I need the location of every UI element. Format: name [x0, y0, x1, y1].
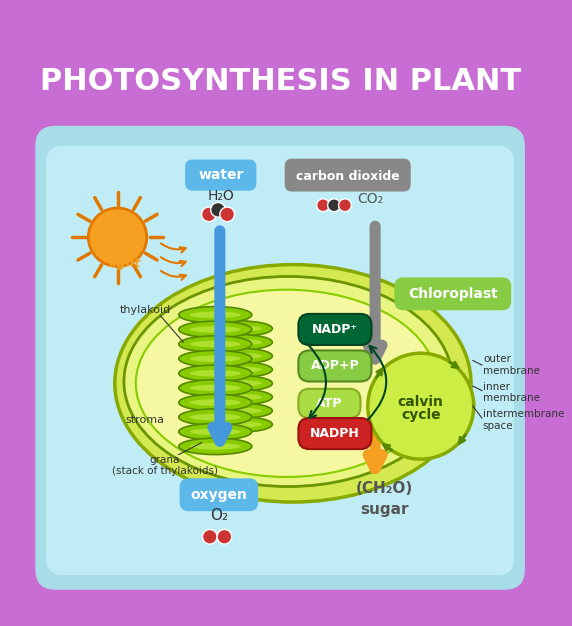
FancyBboxPatch shape	[299, 389, 360, 418]
Ellipse shape	[214, 366, 262, 372]
Ellipse shape	[214, 353, 262, 359]
FancyBboxPatch shape	[26, 34, 534, 126]
Ellipse shape	[124, 277, 453, 486]
Ellipse shape	[204, 348, 272, 364]
Text: calvin: calvin	[398, 394, 444, 409]
Ellipse shape	[178, 365, 252, 381]
Ellipse shape	[190, 312, 241, 318]
Text: ATP: ATP	[316, 397, 343, 410]
Ellipse shape	[214, 339, 262, 346]
FancyBboxPatch shape	[285, 158, 411, 192]
Circle shape	[217, 530, 232, 544]
Text: thylakoid: thylakoid	[120, 305, 170, 316]
Ellipse shape	[190, 341, 241, 347]
Circle shape	[328, 199, 340, 212]
Text: oxygen: oxygen	[190, 488, 247, 502]
FancyBboxPatch shape	[180, 478, 258, 511]
Circle shape	[317, 199, 329, 212]
Ellipse shape	[214, 408, 262, 414]
Text: Chloroplast: Chloroplast	[408, 287, 498, 301]
Text: light: light	[109, 257, 141, 270]
Ellipse shape	[204, 403, 272, 419]
Circle shape	[202, 530, 217, 544]
Ellipse shape	[178, 351, 252, 367]
Text: NADPH: NADPH	[310, 427, 360, 440]
Ellipse shape	[190, 384, 241, 391]
Ellipse shape	[204, 334, 272, 350]
Ellipse shape	[204, 376, 272, 391]
Text: carbon dioxide: carbon dioxide	[296, 170, 400, 183]
Ellipse shape	[214, 326, 262, 332]
Ellipse shape	[136, 290, 437, 477]
Ellipse shape	[178, 394, 252, 411]
Ellipse shape	[190, 428, 241, 435]
Ellipse shape	[190, 326, 241, 333]
Text: inner
membrane: inner membrane	[483, 382, 540, 403]
Ellipse shape	[190, 443, 241, 449]
Ellipse shape	[115, 265, 471, 502]
Text: intermembrane
space: intermembrane space	[483, 409, 564, 431]
Circle shape	[339, 199, 351, 212]
FancyBboxPatch shape	[299, 418, 371, 449]
Text: NADP⁺: NADP⁺	[312, 323, 358, 336]
Ellipse shape	[204, 389, 272, 405]
FancyBboxPatch shape	[299, 314, 371, 345]
Text: (CH₂O): (CH₂O)	[356, 481, 413, 496]
Circle shape	[210, 202, 225, 217]
Text: CO₂: CO₂	[358, 192, 384, 206]
FancyBboxPatch shape	[35, 126, 525, 590]
Bar	[26, 91, 534, 133]
Text: cycle: cycle	[401, 408, 440, 423]
FancyBboxPatch shape	[299, 351, 371, 381]
Circle shape	[88, 208, 147, 267]
Ellipse shape	[178, 380, 252, 396]
Ellipse shape	[178, 424, 252, 440]
Text: grana
(stack of thylakoids): grana (stack of thylakoids)	[112, 454, 218, 476]
Ellipse shape	[190, 356, 241, 362]
Ellipse shape	[178, 336, 252, 352]
Ellipse shape	[214, 380, 262, 386]
Ellipse shape	[178, 321, 252, 337]
Ellipse shape	[178, 307, 252, 323]
Circle shape	[220, 207, 235, 222]
Text: outer
membrane: outer membrane	[483, 354, 540, 376]
FancyBboxPatch shape	[394, 277, 511, 310]
Text: stroma: stroma	[125, 415, 165, 425]
Text: ADP+P: ADP+P	[311, 359, 359, 372]
Ellipse shape	[190, 414, 241, 421]
Ellipse shape	[204, 417, 272, 432]
Ellipse shape	[190, 399, 241, 406]
Ellipse shape	[178, 438, 252, 454]
FancyBboxPatch shape	[26, 34, 534, 592]
Ellipse shape	[204, 362, 272, 377]
Text: water: water	[198, 168, 244, 182]
Circle shape	[201, 207, 216, 222]
Ellipse shape	[204, 321, 272, 336]
Ellipse shape	[214, 394, 262, 400]
FancyBboxPatch shape	[185, 160, 256, 190]
Text: sugar: sugar	[360, 502, 408, 517]
Circle shape	[368, 353, 474, 459]
Text: H₂O: H₂O	[208, 189, 234, 203]
Ellipse shape	[178, 409, 252, 425]
FancyBboxPatch shape	[46, 146, 514, 575]
Text: PHOTOSYNTHESIS IN PLANT: PHOTOSYNTHESIS IN PLANT	[39, 68, 521, 96]
Ellipse shape	[214, 421, 262, 428]
Text: O₂: O₂	[210, 508, 228, 523]
Ellipse shape	[190, 370, 241, 377]
